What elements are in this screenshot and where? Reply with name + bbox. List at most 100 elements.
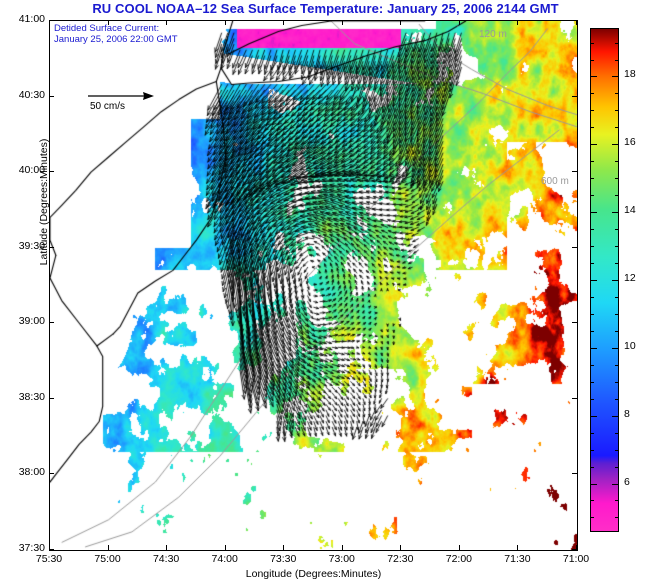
figure-title: RU COOL NOAA–12 Sea Surface Temperature:… [92, 1, 559, 16]
x-axis-tick [107, 545, 109, 550]
sst-map-canvas [50, 21, 577, 550]
colorbar-tick [612, 483, 618, 485]
x-axis-tick [576, 20, 577, 25]
x-axis-tick [49, 20, 50, 25]
y-axis-tick [572, 397, 577, 399]
x-axis-tick [400, 20, 402, 25]
x-axis-tick [400, 545, 402, 550]
colorbar-tick [591, 280, 597, 281]
contour-label-600m: 600 m [541, 176, 569, 187]
colorbar-tick [591, 263, 594, 265]
colorbar-tick [615, 178, 618, 180]
colorbar-tick [591, 127, 594, 129]
colorbar-tick [615, 296, 618, 298]
y-axis-tick-label: 40:30 [18, 88, 45, 101]
x-axis-tick [166, 20, 168, 25]
x-axis-tick [49, 545, 50, 550]
y-axis-tick [572, 171, 577, 173]
colorbar-tick-label: 16 [624, 136, 636, 149]
colorbar-tick [591, 313, 594, 315]
x-axis-tick-label: 73:30 [270, 553, 297, 565]
colorbar-tick [612, 76, 618, 78]
x-axis-tick [458, 20, 460, 25]
colorbar-tick-label: 12 [624, 272, 636, 284]
colorbar-tick [591, 195, 594, 197]
y-axis-tick [49, 473, 54, 475]
y-axis-tick [49, 397, 54, 399]
x-axis-tick [517, 20, 519, 25]
y-axis-tick [572, 322, 577, 324]
colorbar-tick [615, 381, 618, 383]
y-axis-tick [572, 20, 577, 21]
colorbar-tick-label: 10 [624, 339, 636, 352]
colorbar-tick [615, 110, 618, 112]
colorbar-tick [591, 517, 594, 519]
current-annotation-line1: Detided Surface Current: [54, 23, 160, 34]
colorbar-tick [591, 381, 594, 383]
y-axis-tick [49, 171, 54, 173]
scale-arrow-icon [88, 92, 154, 100]
colorbar-tick [591, 161, 594, 163]
colorbar-tick [591, 110, 594, 112]
x-axis-title: Longitude (Degrees:Minutes) [245, 568, 382, 580]
colorbar-tick [615, 59, 618, 61]
colorbar-tick-label: 14 [624, 204, 636, 217]
colorbar-tick [615, 263, 618, 265]
y-axis-tick [572, 246, 577, 248]
colorbar-tick [612, 280, 618, 281]
colorbar-tick [591, 93, 594, 95]
y-axis-tick [49, 549, 54, 550]
x-axis-tick [576, 545, 577, 550]
colorbar-tick [591, 212, 597, 214]
colorbar-tick [615, 398, 618, 400]
colorbar-tick [615, 364, 618, 366]
colorbar-tick [615, 432, 618, 434]
colorbar-tick [615, 517, 618, 519]
colorbar-tick [615, 93, 618, 95]
colorbar-tick [591, 144, 597, 146]
x-axis-tick-label: 74:30 [152, 553, 180, 565]
colorbar-tick [591, 449, 594, 451]
y-axis-tick-label: 39:00 [18, 315, 45, 328]
y-axis-tick-label: 37:30 [18, 542, 45, 554]
colorbar-tick [591, 466, 594, 468]
colorbar-tick [615, 500, 618, 502]
colorbar-tick [591, 59, 594, 61]
colorbar-tick [612, 144, 618, 146]
x-axis-tick [283, 20, 285, 25]
colorbar-tick [615, 466, 618, 468]
y-axis-tick [49, 95, 54, 97]
x-axis-tick-label: 72:30 [387, 553, 414, 565]
colorbar-tick [591, 330, 594, 332]
colorbar-tick [591, 415, 597, 417]
colorbar-tick [591, 364, 594, 366]
y-axis-tick-label: 40:00 [18, 164, 45, 177]
colorbar-tick [615, 449, 618, 451]
colorbar-tick [615, 330, 618, 332]
colorbar-tick [591, 246, 594, 248]
x-axis-tick-label: 73:00 [328, 553, 355, 565]
y-axis-title: Latitude (Degrees:Minutes) [38, 138, 50, 266]
x-axis-tick-label: 71:00 [562, 553, 590, 565]
map-plot-area[interactable]: Detided Surface Current: January 25, 200… [49, 20, 578, 551]
x-axis-tick [517, 545, 519, 550]
x-axis-tick [341, 545, 343, 550]
colorbar-tick [591, 432, 594, 434]
y-axis-tick [572, 473, 577, 475]
x-axis-tick-label: 74:00 [211, 553, 238, 565]
colorbar-tick [612, 212, 618, 214]
current-annotation: Detided Surface Current: January 25, 200… [54, 23, 178, 45]
y-axis-tick [49, 322, 54, 324]
x-axis-tick [107, 20, 109, 25]
contour-label-120m: 120 m [479, 29, 507, 40]
x-axis-tick [341, 20, 343, 25]
x-axis-tick [224, 20, 226, 25]
colorbar-tick [591, 500, 594, 502]
colorbar-tick-label: 6 [624, 475, 630, 488]
x-axis-tick [458, 545, 460, 550]
current-annotation-line2: January 25, 2006 22:00 GMT [54, 34, 178, 45]
y-axis-tick [49, 246, 54, 248]
colorbar-tick-label: 18 [624, 68, 636, 81]
colorbar-tick [612, 415, 618, 417]
